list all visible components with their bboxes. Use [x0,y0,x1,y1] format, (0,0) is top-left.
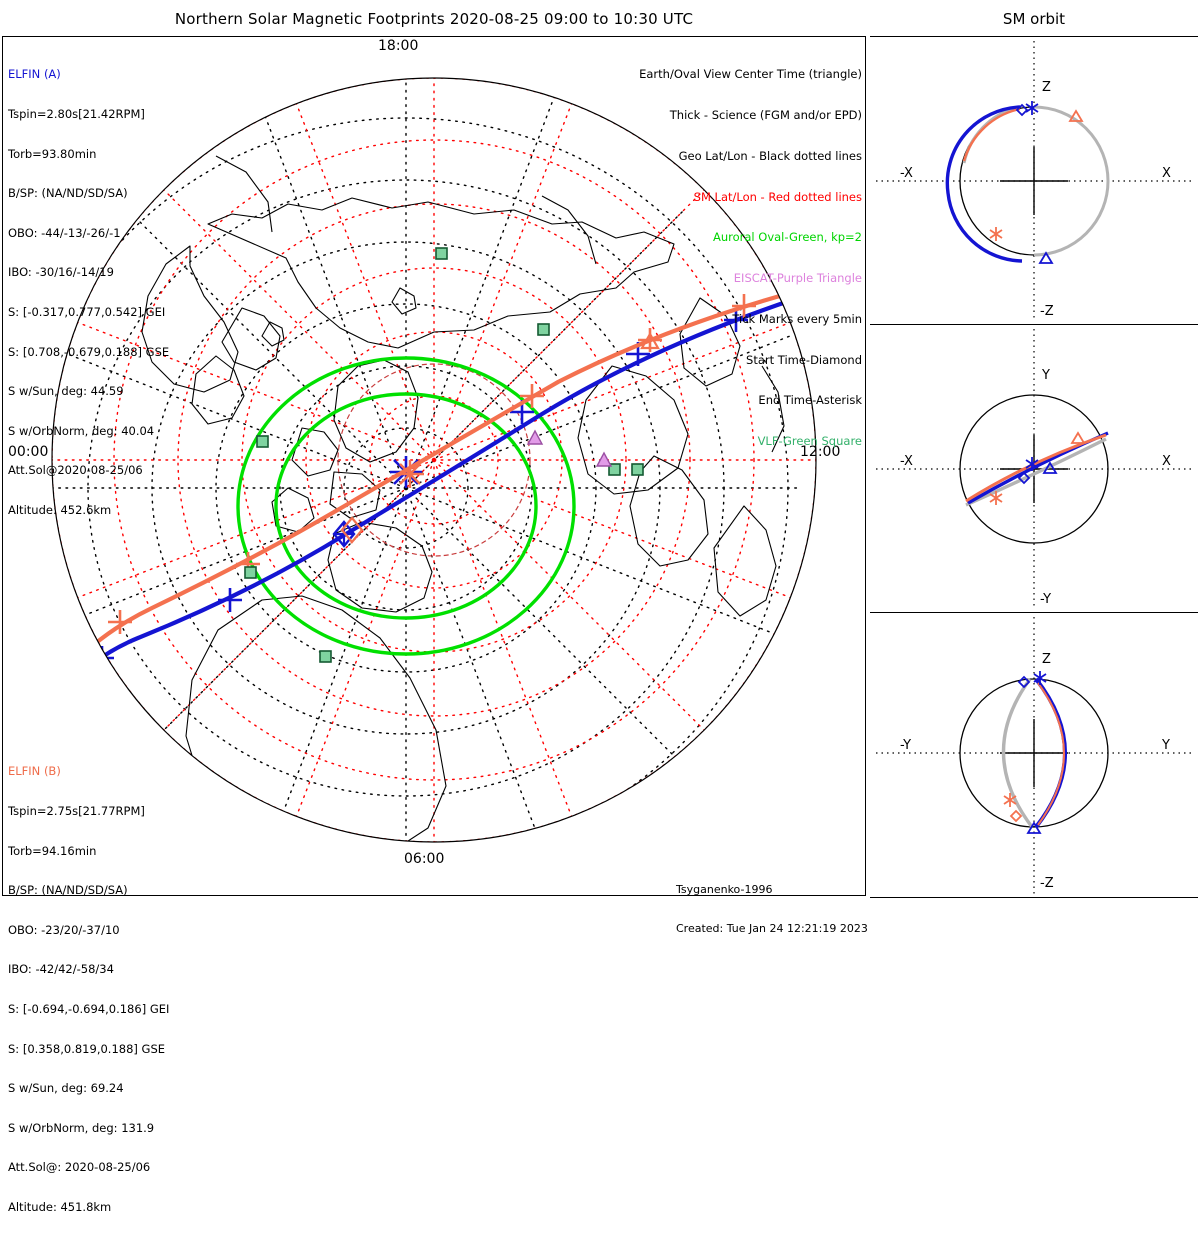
orbit-end-asterisk-b [989,227,1003,241]
elfin-a-line-9: Att.Sol@2020-08-25/06 [8,463,143,478]
orbit-view-center-triangle [1042,461,1058,474]
sm-grid [52,78,816,842]
orbit-axis-label-bottom: -Z [1040,876,1054,891]
earth-circle [959,394,1109,544]
legend-item-4: Auroral Oval-Green, kp=2 [712,230,862,245]
elfin-a-line-10: Altitude: 452.6km [8,502,112,517]
page-title: Northern Solar Magnetic Footprints 2020-… [174,10,694,28]
orbit-view-center-triangle-b [1068,109,1084,122]
orbit-gray-arc [965,437,1107,507]
orbit-end-asterisk [1025,457,1039,471]
elfin-b-line-3: OBO: -23/20/-37/10 [8,922,120,937]
screenshot-root: Northern Solar Magnetic Footprints 2020-… [2,0,1200,1214]
vlf-station-markers [244,247,644,663]
orbit-start-diamond [1015,103,1029,117]
legend-item-3: SM Lat/Lon - Red dotted lines [693,189,862,204]
map-legend: Earth/Oval View Center Time (triangle) T… [639,41,862,476]
elfin-a-line-7: S w/Sun, deg: 44.59 [8,384,124,399]
elfin-a-line-3: OBO: -44/-13/-26/-1 [8,225,121,240]
elfin-b-name: ELFIN (B) [8,764,61,779]
earth-circle [959,678,1109,828]
mlt-label-12: 12:00 [800,444,841,460]
orbit-axis-label-right: Y [1161,738,1170,753]
orbit-elfin-b-arc [962,107,1021,162]
elfin-a-info: ELFIN (A) Tspin=2.80s[21.42RPM] Torb=93.… [8,42,169,544]
elfin-a-line-2: B/SP: (NA/ND/SD/SA) [8,186,128,201]
orbit-start-diamond-b [1009,809,1023,823]
orbit-axis-label-right: X [1162,454,1171,469]
elfin-b-line-1: Torb=94.16min [8,843,97,858]
elfin-a-line-6: S: [0.708,-0.679,0.188] GSE [8,344,170,359]
orbit-elfin-a-arc [945,105,1023,263]
orbit-axes-solid [1000,719,1068,787]
elfin-a-line-5: S: [-0.317,0.777,0.542] GEI [8,304,166,319]
elfin-a-name: ELFIN (A) [8,67,61,82]
orbit-axis-label-left: -X [900,166,913,181]
orbit-axis-label-top: Y [1041,368,1050,383]
orbit-axis-label-bottom: -Z [1040,304,1054,319]
elfin-b-line-2: B/SP: (NA/ND/SD/SA) [8,883,128,898]
legend-item-6: Tick Marks every 5min [732,311,862,326]
orbit-axis-label-top: Z [1042,80,1051,95]
elfin-a-line-4: IBO: -30/16/-14/19 [8,265,114,280]
orbit-axis-label-left: -Y [900,738,911,753]
elfin-b-line-4: IBO: -42/42/-58/34 [8,962,114,977]
model-name: Tsyganenko-1996 [676,883,773,896]
orbit-axis-label-left: -X [900,454,913,469]
orbit-view-center-triangle [1026,821,1042,834]
orbit-axis-label-bottom: -Y [1040,592,1051,607]
orbit-panel-xz: Z -Z -X X [870,36,1198,324]
legend-item-1: Thick - Science (FGM and/or EPD) [669,107,862,122]
orbit-end-asterisk-b [989,491,1003,505]
orbit-start-diamond [1017,675,1031,689]
legend-item-5: EISCAT-Purple Triangle [733,271,862,286]
orbit-end-asterisk [1025,101,1039,115]
main-map-panel: Northern Solar Magnetic Footprints 2020-… [2,10,868,1214]
legend-item-9: VLF-Green Square [757,434,862,449]
sm-inner-circle [337,363,531,557]
elfin-b-line-0: Tspin=2.75s[21.77RPM] [8,804,145,818]
mlt-label-18: 18:00 [378,38,419,54]
mlt-label-00: 00:00 [8,444,49,460]
orbit-panel-xy: Y -Y -X X [870,324,1198,612]
orbit-panel-yz: Z -Z -Y Y [870,612,1198,898]
model-credit: Tsyganenko-1996 Created: Tue Jan 24 12:2… [676,857,868,961]
elfin-a-line-0: Tspin=2.80s[21.42RPM] [8,107,145,121]
orbit-axes-solid [1000,147,1068,215]
elfin-b-line-10: Altitude: 451.8km [8,1199,112,1214]
elfin-b-line-7: S w/Sun, deg: 69.24 [8,1081,124,1096]
orbit-start-diamond [1017,471,1031,485]
orbit-view-center-triangle-b [1070,431,1086,444]
elfin-b-line-6: S: [0.358,0.819,0.188] GSE [8,1041,166,1056]
mlt-label-06: 06:00 [404,851,445,867]
legend-item-7: Start Time-Diamond [746,352,862,367]
orbit-gray-arc [1001,677,1034,829]
elfin-a-line-1: Torb=93.80min [8,146,97,161]
auroral-oval [236,356,576,656]
orbit-end-asterisk-b [1003,793,1017,807]
created-timestamp: Created: Tue Jan 24 12:21:19 2023 [676,922,868,935]
sm-orbit-column: SM orbit [868,0,1200,900]
elfin-b-end-asterisk [396,460,424,488]
eiscat-station-markers [526,429,613,467]
geo-grid [52,78,801,842]
elfin-b-info: ELFIN (B) Tspin=2.75s[21.77RPM] Torb=94.… [8,739,169,1241]
orbit-axis-label-right: X [1162,166,1171,181]
elfin-b-line-9: Att.Sol@: 2020-08-25/06 [8,1160,151,1175]
orbit-view-center-triangle [1038,251,1054,264]
legend-item-0: Earth/Oval View Center Time (triangle) [639,67,862,82]
orbit-end-asterisk [1033,671,1047,685]
elfin-b-start-diamond [340,516,364,544]
orbit-axis-label-top: Z [1042,652,1051,667]
elfin-b-line-5: S: [-0.694,-0.694,0.186] GEI [8,1001,170,1016]
elfin-a-line-8: S w/OrbNorm, deg: 40.04 [8,423,155,438]
orbit-elfin-b-arc [1037,682,1065,826]
sm-orbit-title: SM orbit [1002,10,1066,28]
legend-item-2: Geo Lat/Lon - Black dotted lines [678,148,862,163]
legend-item-8: End Time-Asterisk [758,393,862,408]
orbit-gray-arc [1033,105,1110,257]
map-disc-boundary [51,77,817,843]
polar-map-plot [51,77,817,843]
elfin-b-line-8: S w/OrbNorm, deg: 131.9 [8,1120,155,1135]
